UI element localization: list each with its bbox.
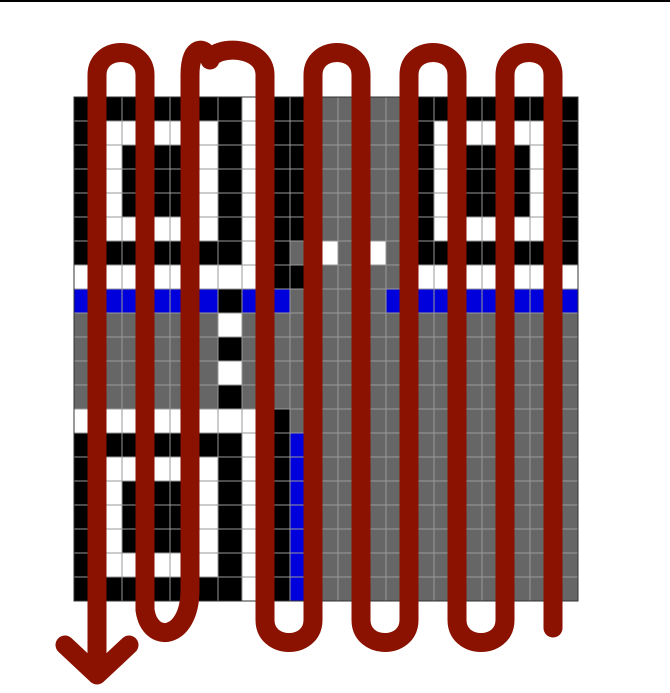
grid-module — [218, 337, 242, 361]
grid-module — [218, 241, 242, 265]
grid-module — [218, 217, 242, 241]
grid-module — [218, 553, 242, 577]
arrow-down-icon — [55, 635, 139, 685]
grid-module — [218, 577, 242, 601]
top-border-line — [0, 0, 670, 2]
grid-module — [218, 193, 242, 217]
grid-module — [218, 313, 242, 337]
grid-module — [218, 169, 242, 193]
grid-module — [218, 409, 242, 433]
grid-border — [73, 96, 579, 602]
grid-module — [218, 97, 242, 121]
grid-module — [218, 361, 242, 385]
grid-module — [218, 481, 242, 505]
grid-module — [218, 433, 242, 457]
grid-module — [218, 385, 242, 409]
grid-module — [218, 265, 242, 289]
grid-module — [218, 121, 242, 145]
grid-module — [218, 529, 242, 553]
grid-module — [218, 145, 242, 169]
scan-path — [55, 40, 563, 685]
scan-order-path — [87, 40, 563, 670]
grid-module — [218, 505, 242, 529]
grid-module — [218, 289, 242, 313]
grid-module — [218, 457, 242, 481]
